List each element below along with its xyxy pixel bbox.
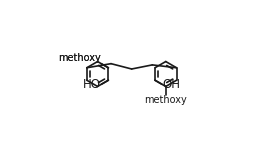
Text: methoxy: methoxy	[58, 53, 101, 63]
Text: HO: HO	[83, 78, 101, 91]
Text: methoxy: methoxy	[58, 53, 101, 63]
Text: methoxy: methoxy	[144, 95, 187, 105]
Text: OH: OH	[163, 78, 180, 91]
